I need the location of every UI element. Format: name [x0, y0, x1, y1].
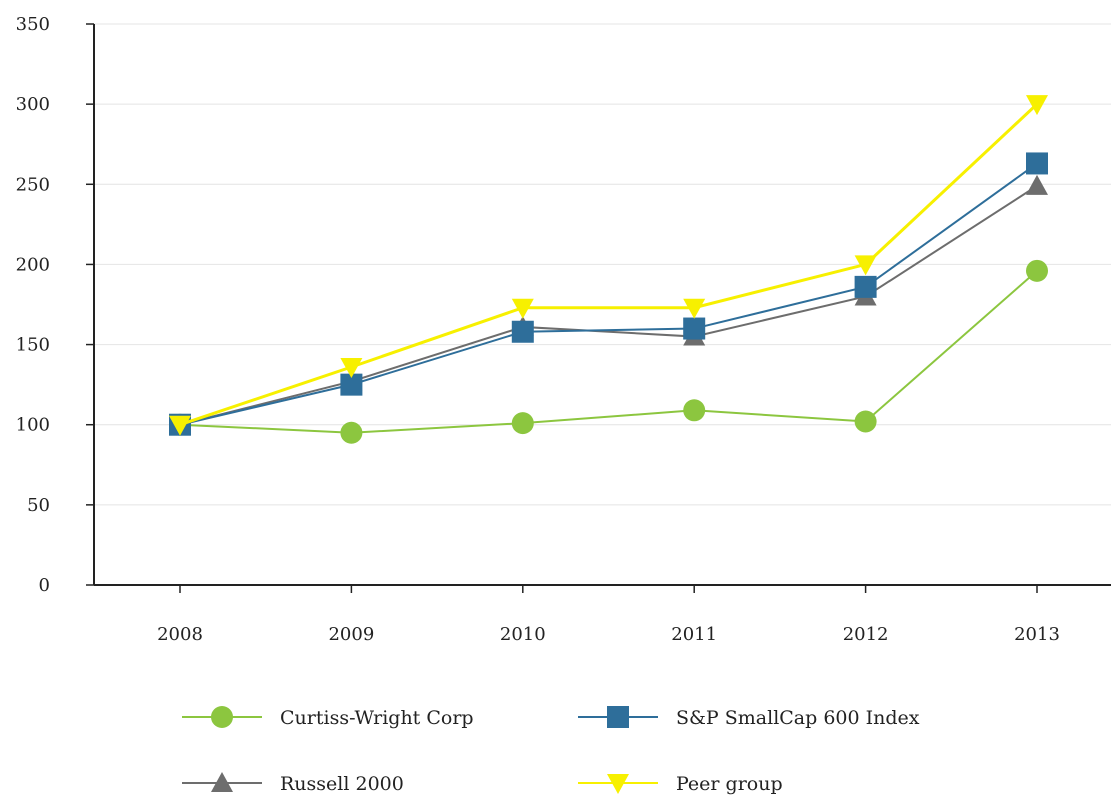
legend-item-russell-2000: Russell 2000 [182, 772, 404, 795]
x-axis-ticks: 2008 2009 2010 2011 2012 2013 [157, 585, 1060, 645]
data-point-sandp-smallcap-600-index-2012 [855, 276, 877, 298]
series-group [169, 95, 1048, 444]
series-line-curtiss-wright-corp [180, 271, 1037, 433]
axes [94, 24, 1111, 585]
legend-item-sandp-smallcap-600-index: S&P SmallCap 600 Index [578, 706, 920, 729]
legend-item-curtiss-wright-corp: Curtiss-Wright Corp [182, 706, 474, 729]
y-axis-ticks: 0 50 100 150 200 250 300 350 [16, 14, 94, 596]
x-tick-label-2009: 2009 [328, 624, 374, 645]
data-point-sandp-smallcap-600-index-2011 [683, 318, 705, 340]
series-line-sandp-smallcap-600-index [180, 163, 1037, 424]
y-tick-label: 0 [39, 575, 50, 596]
gridlines [94, 24, 1111, 505]
data-point-curtiss-wright-corp-2013 [1026, 260, 1048, 282]
x-tick-label-2008: 2008 [157, 624, 203, 645]
legend: Curtiss-Wright Corp S&P SmallCap 600 Inde… [182, 706, 920, 795]
data-point-sandp-smallcap-600-index-2010 [512, 321, 534, 343]
x-tick-label-2010: 2010 [500, 624, 546, 645]
legend-label: S&P SmallCap 600 Index [676, 707, 920, 729]
legend-marker-curtiss-wright-corp [211, 706, 233, 728]
data-point-sandp-smallcap-600-index-2013 [1026, 152, 1048, 174]
x-tick-label-2011: 2011 [671, 624, 717, 645]
data-point-curtiss-wright-corp-2012 [855, 411, 877, 433]
data-point-curtiss-wright-corp-2011 [683, 399, 705, 421]
data-point-russell-2000-2013 [1026, 175, 1048, 195]
y-tick-label: 300 [16, 94, 50, 115]
y-tick-label: 50 [27, 495, 50, 516]
legend-marker-sandp-smallcap-600-index [607, 706, 629, 728]
series-curtiss-wright-corp [169, 260, 1048, 444]
y-tick-label: 200 [16, 254, 50, 275]
data-point-curtiss-wright-corp-2009 [340, 422, 362, 444]
data-point-curtiss-wright-corp-2010 [512, 412, 534, 434]
series-russell-2000 [169, 175, 1048, 434]
legend-label: Peer group [676, 773, 783, 795]
x-tick-label-2012: 2012 [843, 624, 889, 645]
series-line-russell-2000 [180, 186, 1037, 425]
y-tick-label: 350 [16, 14, 50, 35]
legend-item-peer-group: Peer group [578, 773, 783, 795]
legend-label: Curtiss-Wright Corp [280, 707, 474, 729]
y-tick-label: 250 [16, 174, 50, 195]
series-peer-group [169, 95, 1048, 436]
x-tick-label-2013: 2013 [1014, 624, 1060, 645]
y-tick-label: 100 [16, 415, 50, 436]
legend-label: Russell 2000 [280, 773, 404, 795]
y-tick-label: 150 [16, 335, 50, 356]
